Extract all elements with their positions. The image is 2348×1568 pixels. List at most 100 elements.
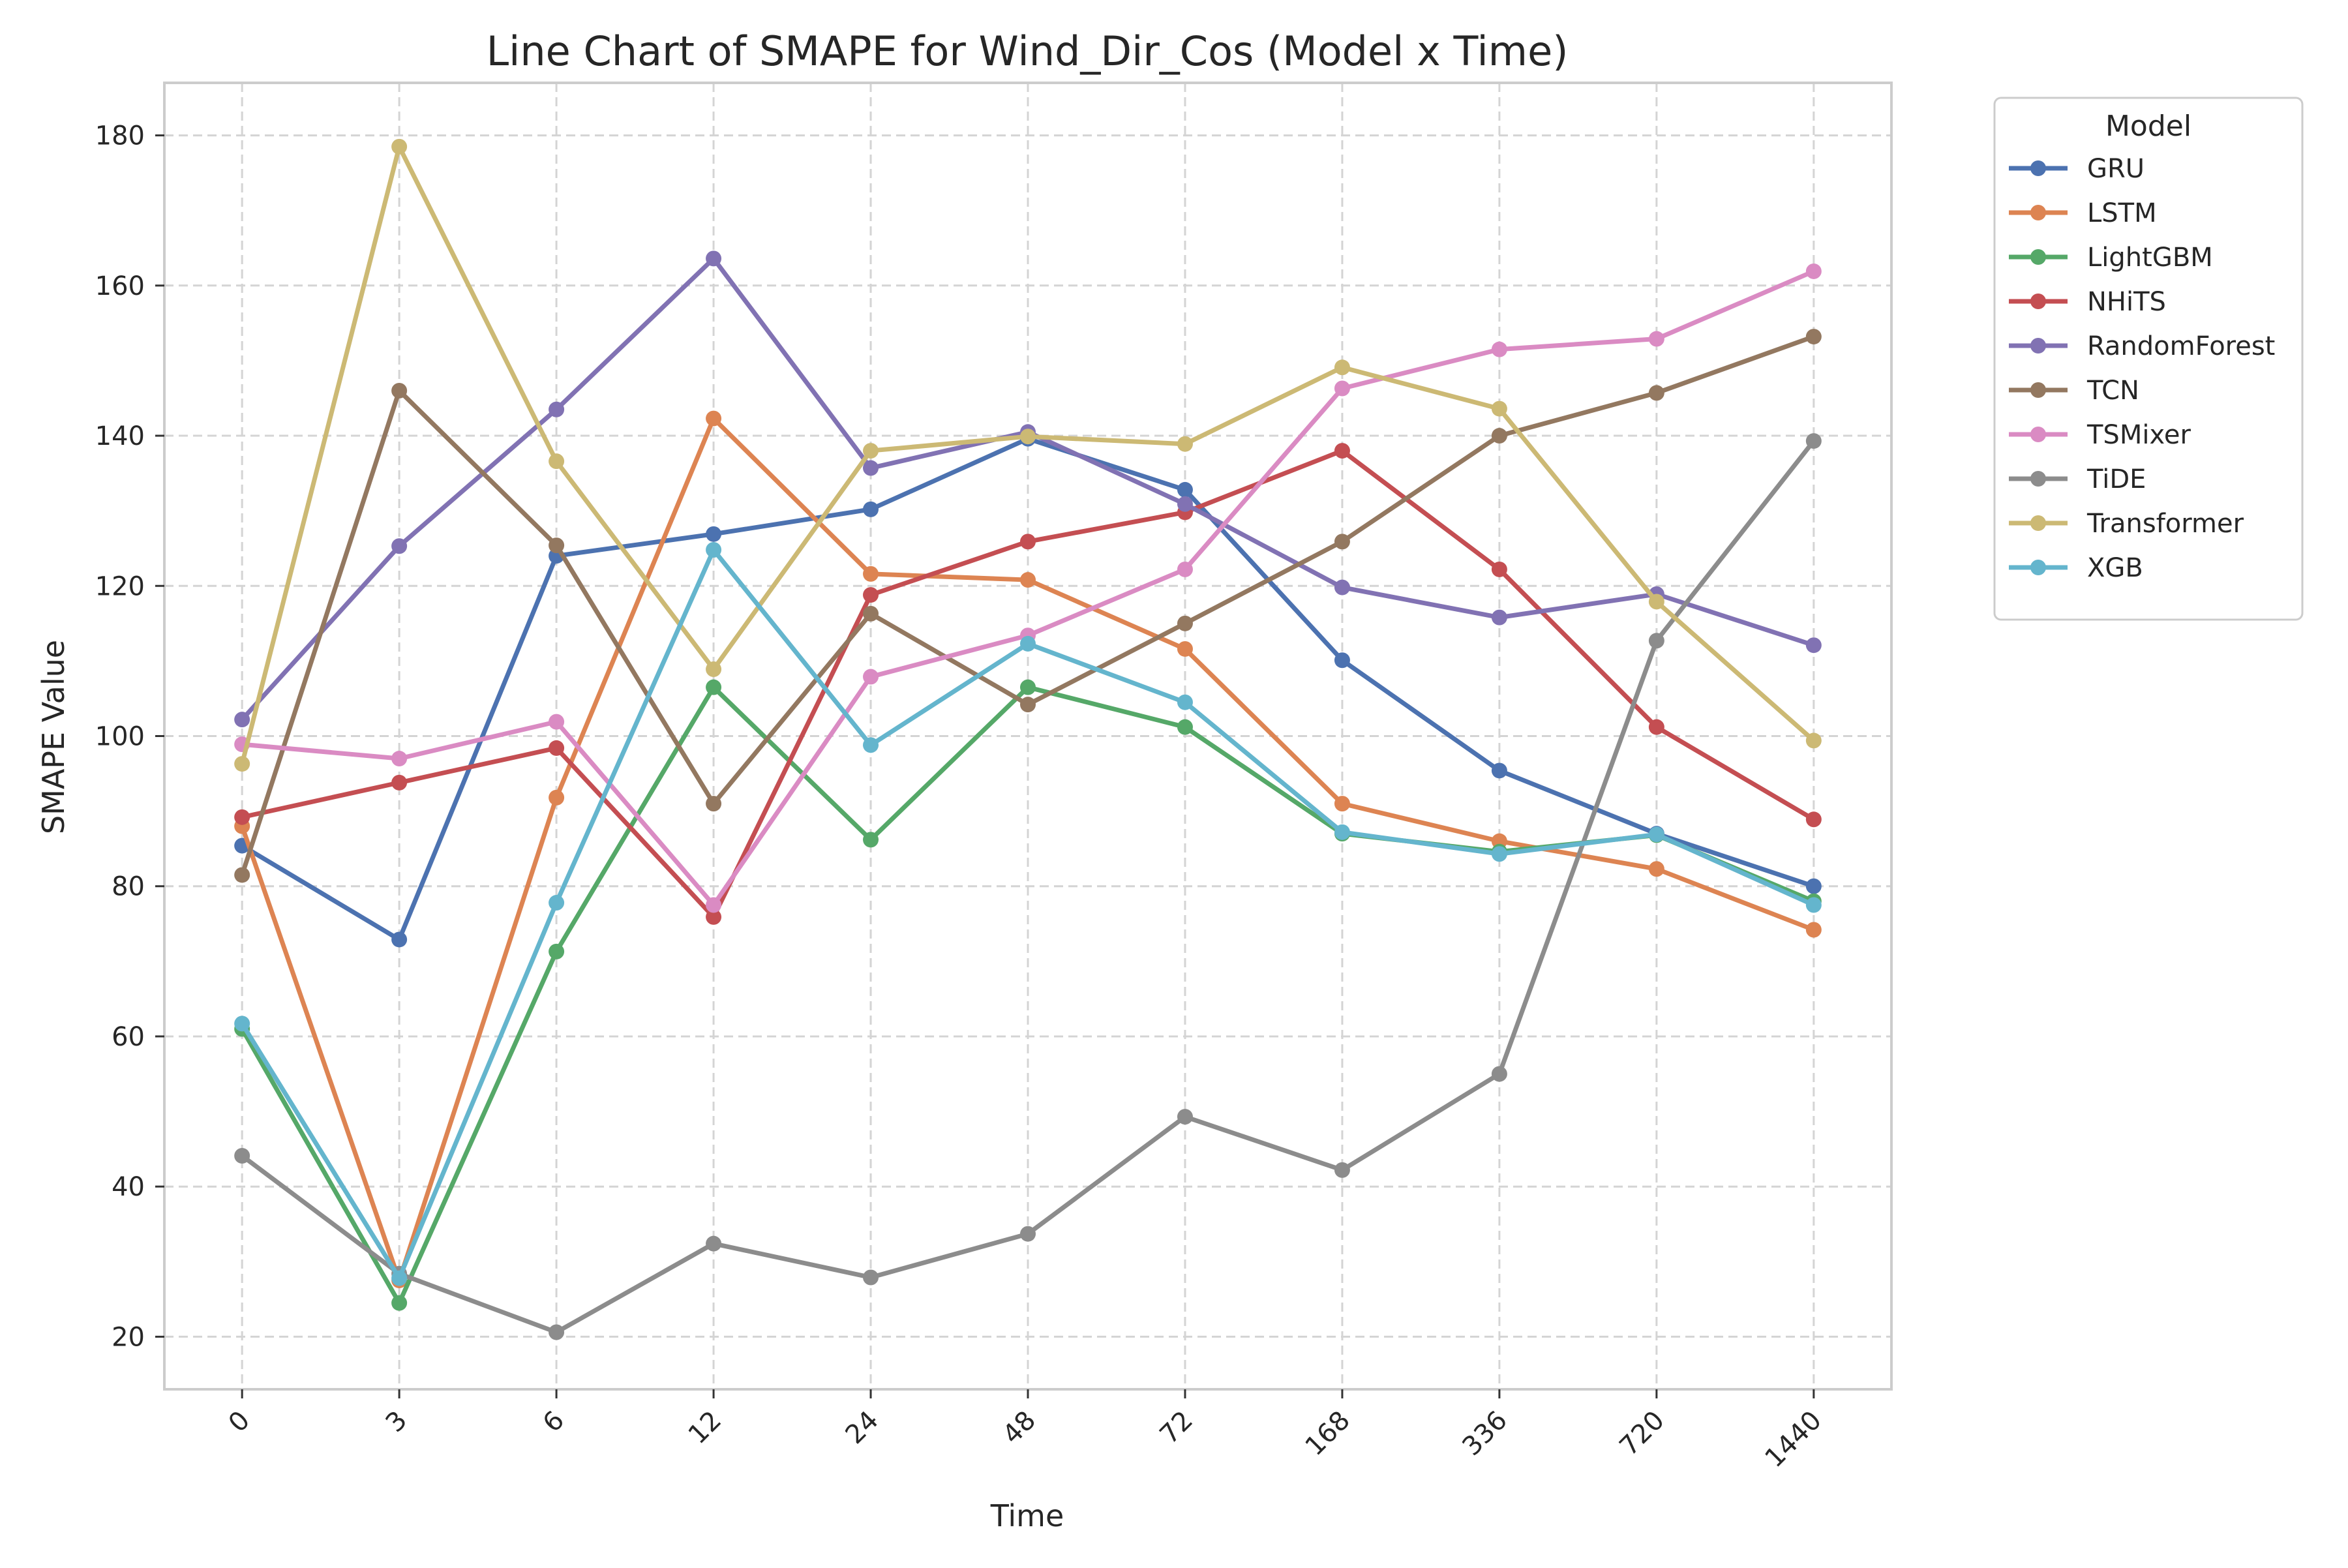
legend-swatch-marker (2030, 249, 2046, 265)
legend-swatch-marker (2030, 160, 2046, 176)
data-point (706, 796, 722, 812)
series-tide (234, 433, 1822, 1340)
data-point (1334, 534, 1350, 550)
data-point (1491, 341, 1507, 357)
legend-item: TSMixer (2009, 420, 2191, 450)
data-point (391, 1270, 408, 1286)
data-point (1334, 380, 1350, 397)
data-point (549, 740, 565, 756)
y-tick-label: 120 (95, 571, 145, 601)
legend-swatch-marker (2030, 471, 2046, 487)
x-tick-label: 6 (537, 1406, 571, 1439)
series-nhits (234, 443, 1822, 925)
data-point (863, 605, 879, 622)
data-point (1491, 762, 1507, 779)
data-point (706, 1235, 722, 1252)
legend-label: TiDE (2086, 464, 2146, 494)
data-point (549, 1324, 565, 1340)
x-tick-label: 720 (1614, 1406, 1670, 1462)
data-point (706, 679, 722, 695)
data-point (706, 909, 722, 925)
data-point (1491, 400, 1507, 417)
data-point (1491, 609, 1507, 626)
data-point (1334, 1162, 1350, 1178)
data-point (1334, 579, 1350, 596)
y-tick-label: 80 (112, 872, 145, 902)
legend-item: LightGBM (2009, 243, 2213, 273)
legend-item: TiDE (2009, 464, 2146, 494)
y-tick-label: 20 (112, 1322, 145, 1352)
data-point (1805, 329, 1822, 345)
data-point (1334, 652, 1350, 669)
data-point (1334, 796, 1350, 812)
data-point (391, 138, 408, 155)
data-point (1177, 694, 1193, 710)
data-point (1805, 897, 1822, 913)
data-point (863, 501, 879, 517)
data-point (1805, 637, 1822, 654)
data-point (391, 751, 408, 767)
data-point (863, 737, 879, 753)
data-point (863, 460, 879, 476)
grid-layer (164, 83, 1891, 1389)
data-point (1491, 846, 1507, 862)
y-tick-label: 100 (95, 722, 145, 752)
x-tick-label: 0 (223, 1406, 256, 1439)
data-point (1648, 594, 1664, 610)
legend-swatch-marker (2030, 338, 2046, 354)
legend-swatch-marker (2030, 515, 2046, 531)
y-tick-label: 140 (95, 421, 145, 451)
legend-swatch-marker (2030, 560, 2046, 575)
legend-item: GRU (2009, 154, 2145, 184)
legend: Model GRU LSTM LightGBM NHiTS RandomForest TCN… (1993, 97, 2304, 621)
data-point (1334, 359, 1350, 376)
data-point (234, 712, 250, 728)
data-point (1334, 824, 1350, 840)
data-point (706, 250, 722, 267)
data-point (1177, 719, 1193, 735)
data-point (549, 401, 565, 417)
data-point (549, 789, 565, 806)
data-point (863, 832, 879, 848)
data-point (1491, 561, 1507, 577)
y-axis-label: SMAPE Value (36, 640, 71, 834)
legend-label: NHiTS (2087, 287, 2166, 317)
x-tick-label: 168 (1299, 1406, 1356, 1462)
data-point (1177, 496, 1193, 512)
data-point (1020, 679, 1036, 695)
legend-swatch-marker (2030, 205, 2046, 220)
data-point (706, 661, 722, 678)
x-tick-label: 24 (840, 1406, 885, 1451)
data-point (234, 809, 250, 825)
legend-label: LightGBM (2087, 243, 2213, 273)
data-point (1491, 428, 1507, 444)
y-tick-label: 40 (112, 1172, 145, 1202)
data-point (391, 382, 408, 399)
data-point (549, 714, 565, 730)
data-point (1648, 826, 1664, 843)
data-point (1805, 878, 1822, 894)
legend-box (1993, 97, 2304, 621)
data-point (1648, 861, 1664, 877)
series-xgb (234, 542, 1822, 1286)
data-point (1805, 732, 1822, 749)
x-axis-label: Time (990, 1498, 1064, 1533)
data-point (863, 565, 879, 582)
data-point (1020, 1226, 1036, 1242)
data-point (234, 1147, 250, 1164)
data-point (549, 537, 565, 554)
data-point (1648, 331, 1664, 347)
data-point (391, 538, 408, 554)
data-point (1491, 1066, 1507, 1082)
data-point (863, 443, 879, 459)
legend-item: TCN (2009, 376, 2139, 406)
data-point (1177, 1109, 1193, 1125)
data-point (549, 895, 565, 911)
legend-swatch-marker (2030, 427, 2046, 442)
data-point (1334, 443, 1350, 459)
legend-label: Transformer (2086, 509, 2244, 539)
data-point (863, 669, 879, 685)
data-point (1177, 615, 1193, 631)
x-tick-label: 12 (683, 1406, 728, 1451)
